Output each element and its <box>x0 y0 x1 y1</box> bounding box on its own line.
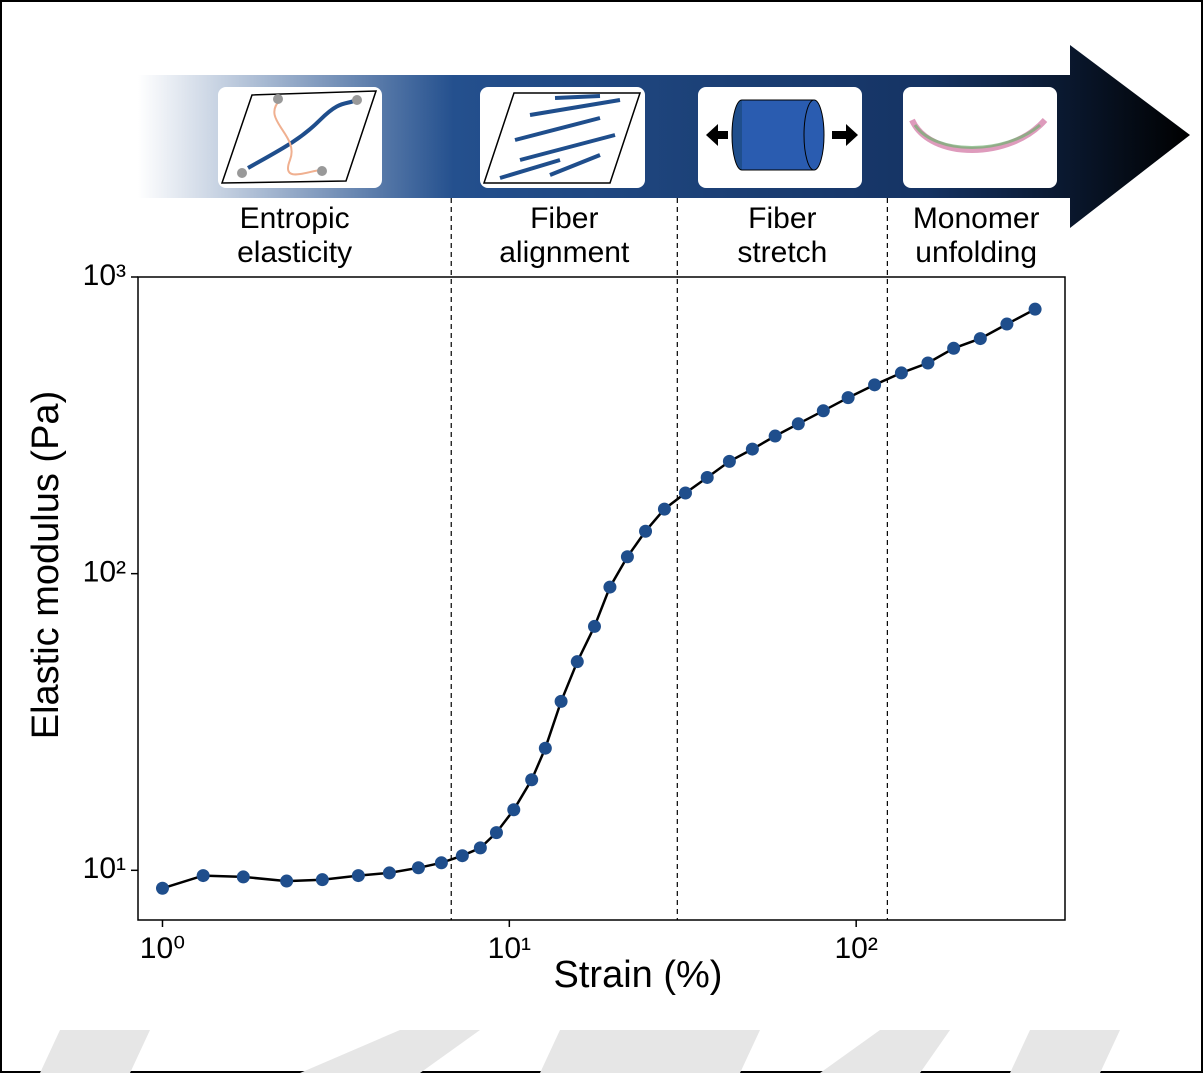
data-point <box>237 870 250 883</box>
data-point <box>792 417 805 430</box>
data-point <box>435 856 448 869</box>
data-point <box>571 655 584 668</box>
data-point <box>539 742 552 755</box>
data-point <box>842 391 855 404</box>
data-point <box>868 378 881 391</box>
data-line <box>163 309 1036 888</box>
data-point <box>507 803 520 816</box>
x-tick-label: 10⁰ <box>140 932 185 965</box>
x-tick-label: 10¹ <box>488 932 531 965</box>
icons <box>218 87 1057 188</box>
data-point <box>1000 318 1013 331</box>
watermark <box>40 1030 1120 1073</box>
region-label: Fiber <box>748 202 816 235</box>
y-tick-label: 10² <box>83 556 126 589</box>
data-point <box>679 487 692 500</box>
y-axis-label: Elastic modulus (Pa) <box>25 391 67 739</box>
data-point <box>769 430 782 443</box>
data-point <box>474 841 487 854</box>
data-point <box>555 695 568 708</box>
data-point <box>316 873 329 886</box>
data-point <box>723 455 736 468</box>
data-point <box>746 443 759 456</box>
data-point <box>456 849 469 862</box>
y-tick-label: 10¹ <box>83 852 126 885</box>
region-label: elasticity <box>237 236 352 269</box>
region-label: Fiber <box>530 202 598 235</box>
region-label: stretch <box>737 236 827 269</box>
data-point <box>895 366 908 379</box>
data-point <box>280 875 293 888</box>
region-label: alignment <box>499 236 630 269</box>
x-tick-label: 10² <box>834 932 877 965</box>
x-axis-label: Strain (%) <box>554 954 723 996</box>
data-point <box>156 882 169 895</box>
data-point <box>639 525 652 538</box>
region-label: unfolding <box>915 236 1037 269</box>
data-point <box>658 503 671 516</box>
data-point <box>921 356 934 369</box>
data-point <box>383 866 396 879</box>
data-point <box>603 581 616 594</box>
data-point <box>412 861 425 874</box>
data-point <box>352 869 365 882</box>
data-point <box>1029 303 1042 316</box>
y-tick-label: 10³ <box>83 259 126 292</box>
plot-frame <box>138 277 1065 920</box>
region-label: Entropic <box>240 202 350 235</box>
region-label: Monomer <box>913 202 1040 235</box>
data-point <box>588 620 601 633</box>
chart: Strain (%) Elastic modulus (Pa) 10⁰ 10¹ 10… <box>0 0 1203 1073</box>
data-point <box>701 471 714 484</box>
data-point <box>974 332 987 345</box>
data-point <box>817 404 830 417</box>
data-point <box>197 869 210 882</box>
data-point <box>947 342 960 355</box>
data-point <box>490 826 503 839</box>
data-point <box>621 550 634 563</box>
data-point <box>525 773 538 786</box>
